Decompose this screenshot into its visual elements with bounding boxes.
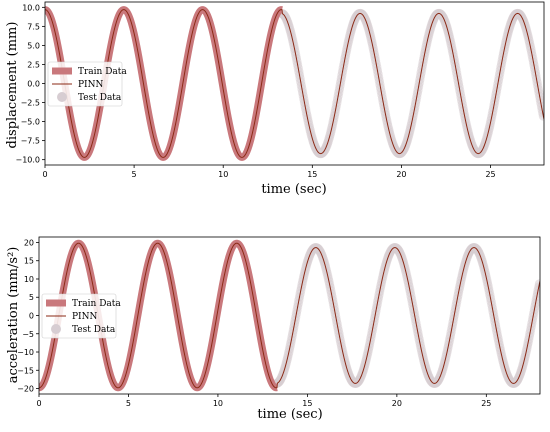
y-tick-label: 15: [24, 257, 34, 266]
y-tick-label: 7.5: [27, 22, 40, 31]
x-tick-label: 0: [42, 170, 47, 179]
legend-test-swatch: [57, 92, 67, 102]
x-tick-label: 0: [36, 399, 41, 408]
y-tick-label: −20: [17, 385, 34, 394]
acceleration-y-ticks: 20 15 10 5 0 −5 −10 −15 −20: [17, 238, 39, 394]
x-tick-label: 25: [485, 170, 495, 179]
y-tick-label: 10: [24, 275, 34, 284]
acceleration-plot-data: [39, 239, 540, 392]
displacement-y-ticks: 10.0 7.5 5.0 2.5 0.0 −2.5 −5.0 −7.5 −10.0: [15, 3, 45, 165]
x-tick-label: 25: [481, 399, 491, 408]
y-tick-label: −2.5: [21, 99, 40, 108]
y-tick-label: 2.5: [27, 60, 40, 69]
acceleration-y-axis-label: acceleration (mm/s²): [6, 247, 21, 384]
y-tick-label: 0.0: [27, 80, 40, 89]
legend-test-swatch: [51, 324, 61, 334]
x-tick-label: 10: [213, 399, 223, 408]
x-tick-label: 15: [307, 170, 317, 179]
displacement-plot-data: [45, 6, 544, 161]
acceleration-chart: 0 5 10 15 20 25 20 15 10 5 0 −5 −10 −15 −20 time (sec…: [6, 236, 541, 422]
x-tick-label: 5: [132, 170, 137, 179]
y-tick-label: 0: [29, 312, 34, 321]
legend-label: PINN: [78, 80, 103, 90]
legend-label: Train Data: [72, 299, 121, 309]
test-data-markers: [272, 242, 540, 389]
y-tick-label: 10.0: [22, 3, 40, 12]
y-tick-label: 5.0: [27, 41, 40, 50]
y-tick-label: 5: [29, 293, 34, 302]
x-tick-label: 15: [302, 399, 312, 408]
y-tick-label: −10.0: [15, 156, 40, 165]
displacement-y-axis-label: displacement (mm): [5, 22, 20, 149]
x-tick-label: 20: [396, 170, 406, 179]
y-tick-label: −7.5: [21, 137, 40, 146]
x-tick-label: 20: [392, 399, 402, 408]
acceleration-x-ticks: 0 5 10 15 20 25: [36, 394, 491, 408]
legend-label: Test Data: [72, 325, 116, 335]
legend-label: Test Data: [78, 93, 122, 103]
displacement-chart: 0 5 10 15 20 25 10.0 7.5 5.0 2.5 0.0 −2.5 −5.0 −7.5 −…: [5, 1, 545, 197]
y-tick-label: −5.0: [21, 118, 40, 127]
displacement-legend: Train Data PINN Test Data: [47, 61, 127, 107]
pinn-line: [45, 9, 544, 158]
test-data-markers: [277, 8, 544, 159]
x-tick-label: 10: [218, 170, 228, 179]
y-tick-label: −15: [17, 366, 34, 375]
legend-label: PINN: [72, 312, 97, 322]
displacement-x-axis-label: time (sec): [261, 182, 326, 197]
y-tick-label: −5: [22, 330, 34, 339]
acceleration-x-axis-label: time (sec): [257, 407, 322, 422]
x-tick-label: 5: [126, 399, 131, 408]
pinn-line: [39, 242, 540, 389]
y-tick-label: 20: [24, 238, 34, 247]
acceleration-legend: Train Data PINN Test Data: [41, 293, 121, 339]
y-tick-label: −10: [17, 348, 34, 357]
displacement-x-ticks: 0 5 10 15 20 25: [42, 165, 496, 179]
legend-label: Train Data: [78, 67, 127, 77]
